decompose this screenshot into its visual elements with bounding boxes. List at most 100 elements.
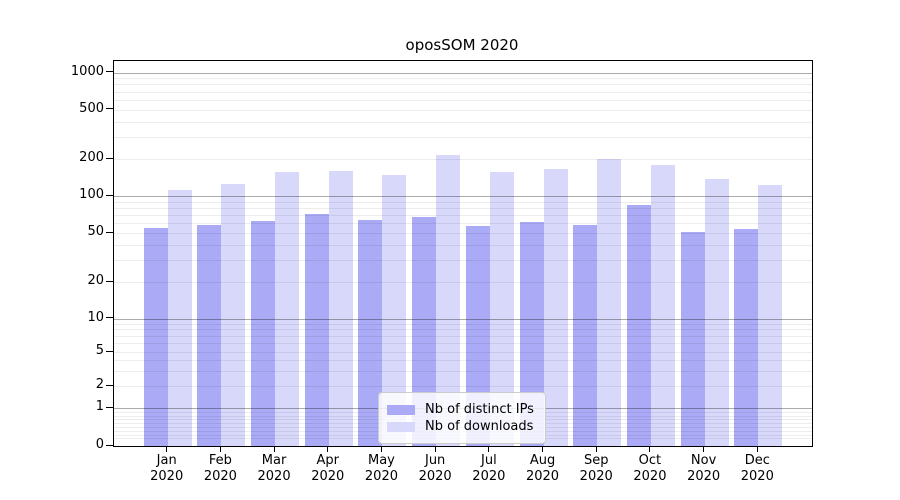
x-tick-label: May 2020: [364, 453, 398, 484]
gridline-minor: [114, 159, 812, 160]
x-tick-label: Oct 2020: [633, 453, 667, 484]
gridline-minor: [114, 352, 812, 353]
gridline-minor: [114, 360, 812, 362]
y-tick-label: 20: [87, 273, 104, 288]
x-tick-mark: [649, 446, 651, 452]
gridline-minor: [114, 323, 812, 325]
x-tick-label: Jan 2020: [150, 453, 184, 484]
legend-label-distinct-ips: Nb of distinct IPs: [425, 402, 534, 417]
y-tick-label: 1: [95, 399, 104, 414]
legend-label-downloads: Nb of downloads: [425, 419, 534, 434]
x-tick-mark: [488, 446, 490, 452]
y-tick-mark: [106, 406, 113, 408]
legend-swatch-downloads: [387, 421, 415, 432]
x-tick-mark: [595, 446, 597, 452]
x-tick-label: Feb 2020: [203, 453, 237, 484]
x-tick-mark: [273, 446, 275, 452]
bar-distinct-ips-sep: [573, 225, 598, 446]
gridline-minor: [114, 207, 812, 209]
bar-downloads-dec: [758, 185, 783, 446]
y-tick-mark: [106, 71, 113, 72]
y-tick-mark: [106, 108, 113, 109]
bar-downloads-aug: [543, 168, 568, 446]
bar-downloads-oct: [650, 164, 675, 446]
gridline-minor: [114, 343, 812, 345]
gridline-minor: [114, 137, 812, 139]
y-tick-mark: [106, 444, 113, 446]
x-tick-mark: [756, 446, 758, 452]
bar-distinct-ips-nov: [680, 231, 705, 446]
gridline-minor: [114, 91, 812, 93]
bar-distinct-ips-dec: [734, 228, 759, 446]
gridline-major: [114, 72, 812, 74]
y-tick-mark: [106, 384, 113, 386]
x-tick-label: Dec 2020: [740, 453, 774, 484]
x-tick-label: Jun 2020: [418, 453, 452, 484]
x-tick-label: Nov 2020: [687, 453, 721, 484]
chart-title: oposSOM 2020: [405, 36, 519, 54]
gridline-minor: [114, 282, 812, 283]
gridline-minor: [114, 370, 812, 372]
y-tick-mark: [106, 157, 113, 159]
gridline-minor: [114, 335, 812, 337]
bar-distinct-ips-feb: [197, 225, 222, 446]
y-tick-mark: [106, 194, 113, 196]
gridline-minor: [114, 215, 812, 217]
gridline-minor: [114, 223, 812, 225]
x-tick-mark: [703, 446, 705, 452]
gridline-minor: [114, 201, 812, 203]
bar-downloads-mar: [275, 171, 300, 446]
legend-swatch-distinct-ips: [387, 404, 415, 415]
gridline-minor: [114, 78, 812, 80]
bar-distinct-ips-jan: [143, 227, 168, 446]
x-tick-mark: [219, 446, 221, 452]
y-tick-label: 200: [79, 150, 104, 165]
y-tick-label: 50: [87, 224, 104, 239]
legend-item-downloads: Nb of downloads: [387, 419, 537, 434]
gridline-minor: [114, 329, 812, 331]
y-tick-mark: [106, 317, 113, 318]
bar-downloads-feb: [221, 184, 246, 446]
y-tick-mark: [106, 231, 113, 233]
gridline-major: [114, 318, 812, 320]
legend: Nb of distinct IPs Nb of downloads: [378, 392, 546, 444]
y-tick-label: 500: [79, 100, 104, 116]
bar-distinct-ips-apr: [304, 214, 329, 446]
bar-downloads-nov: [704, 179, 729, 446]
y-tick-label: 2: [95, 377, 104, 392]
x-tick-mark: [434, 446, 436, 452]
gridline-minor: [114, 233, 812, 234]
y-tick-mark: [106, 280, 113, 282]
bar-downloads-apr: [328, 170, 353, 446]
x-tick-mark: [542, 446, 544, 452]
x-tick-label: Jul 2020: [472, 453, 506, 484]
y-tick-label: 1000: [70, 63, 104, 79]
bar-distinct-ips-mar: [251, 220, 276, 446]
gridline-minor: [114, 99, 812, 101]
gridline-minor: [114, 121, 812, 123]
bar-downloads-sep: [597, 158, 622, 446]
bar-distinct-ips-oct: [626, 205, 651, 446]
bar-downloads-jan: [167, 189, 192, 446]
gridline-minor: [114, 84, 812, 86]
x-tick-label: Mar 2020: [257, 453, 291, 484]
y-tick-label: 5: [95, 343, 104, 358]
gridline-minor: [114, 386, 812, 387]
gridline-major: [114, 196, 812, 197]
y-tick-label: 100: [79, 187, 104, 202]
y-tick-label: 10: [87, 309, 104, 325]
gridline-minor: [114, 244, 812, 246]
y-tick-label: 0: [95, 437, 104, 452]
x-tick-label: Apr 2020: [311, 453, 345, 484]
plot-area: [113, 60, 813, 447]
x-tick-label: Sep 2020: [579, 453, 613, 484]
gridline-minor: [114, 260, 812, 262]
x-tick-mark: [166, 446, 168, 452]
x-tick-label: Aug 2020: [525, 453, 560, 484]
x-tick-mark: [327, 446, 329, 452]
x-tick-mark: [380, 446, 382, 452]
y-tick-mark: [106, 350, 113, 352]
legend-item-distinct-ips: Nb of distinct IPs: [387, 402, 537, 417]
gridline-minor: [114, 109, 812, 111]
